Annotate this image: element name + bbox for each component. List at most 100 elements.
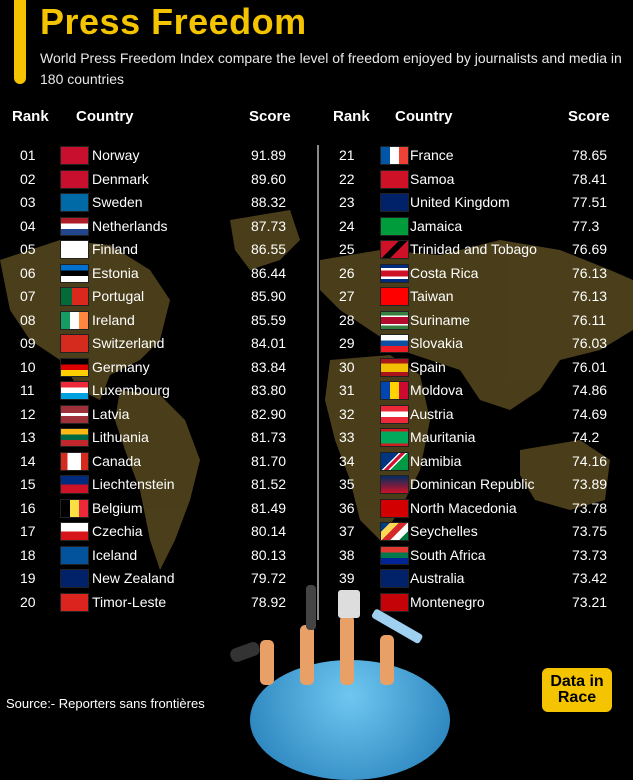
score-value: 73.21 — [572, 593, 608, 610]
score-value: 87.73 — [251, 217, 287, 234]
ireland-flag-icon — [60, 310, 89, 330]
score-value: 88.32 — [251, 194, 287, 210]
ranking-row: 34 Namibia 74.16 — [0, 449, 633, 473]
country-name: Switzerland — [92, 335, 165, 351]
united-kingdom-flag-icon — [380, 193, 409, 212]
score-value: 82.90 — [251, 405, 287, 422]
rank-value: 31 — [339, 382, 355, 398]
ranking-row: 20 Timor-Leste 78.92 — [0, 590, 633, 614]
rank-value: 12 — [20, 405, 36, 422]
header-score-right: Score — [568, 108, 610, 125]
ranking-row: 06 Estonia 86.44 — [0, 261, 633, 285]
score-value: 76.13 — [572, 288, 608, 304]
rank-value: 33 — [339, 429, 355, 445]
country-name: Samoa — [410, 170, 455, 187]
country-name: Finland — [92, 241, 138, 257]
suriname-flag-icon — [380, 310, 409, 330]
dominican-republic-flag-icon — [380, 475, 409, 494]
switzerland-flag-icon — [60, 334, 89, 353]
score-value: 74.69 — [572, 405, 608, 422]
rank-value: 36 — [339, 499, 355, 516]
rank-value: 19 — [20, 570, 36, 586]
score-value: 76.13 — [572, 264, 608, 281]
rank-value: 02 — [20, 170, 36, 187]
taiwan-flag-icon — [380, 287, 409, 306]
header-rank-right: Rank — [333, 108, 370, 125]
rank-value: 11 — [20, 382, 35, 398]
score-value: 80.13 — [251, 546, 287, 563]
netherlands-flag-icon — [60, 216, 89, 236]
montenegro-flag-icon — [380, 592, 409, 612]
ranking-row: 31 Moldova 74.86 — [0, 378, 633, 402]
ranking-row: 36 North Macedonia 73.78 — [0, 496, 633, 520]
mauritania-flag-icon — [380, 428, 409, 447]
ranking-row: 04 Netherlands 87.73 — [0, 214, 633, 238]
score-value: 86.44 — [251, 264, 287, 281]
score-value: 79.72 — [251, 570, 287, 586]
country-name: Montenegro — [410, 593, 485, 610]
header-rank-left: Rank — [12, 108, 49, 125]
rank-value: 01 — [20, 147, 36, 163]
logo-line-1: Data in — [550, 673, 604, 690]
country-name: North Macedonia — [410, 499, 517, 516]
score-value: 81.73 — [251, 429, 287, 445]
score-value: 76.11 — [572, 311, 606, 328]
country-name: Sweden — [92, 194, 143, 210]
rank-value: 04 — [20, 217, 36, 234]
accent-bar — [14, 0, 26, 84]
ranking-row: 35 Dominican Republic 73.89 — [0, 472, 633, 496]
liechtenstein-flag-icon — [60, 475, 89, 494]
rank-value: 23 — [339, 194, 355, 210]
ranking-row: 38 South Africa 73.73 — [0, 543, 633, 567]
ranking-row: 01 Norway 91.89 — [0, 143, 633, 167]
ranking-row: 25 Trinidad and Tobago 76.69 — [0, 237, 633, 261]
country-name: Suriname — [410, 311, 470, 328]
ranking-row: 39 Australia 73.42 — [0, 566, 633, 590]
ranking-row: 24 Jamaica 77.3 — [0, 214, 633, 238]
country-name: Australia — [410, 570, 465, 586]
rank-value: 28 — [339, 311, 355, 328]
ranking-row: 14 Canada 81.70 — [0, 449, 633, 473]
rank-value: 08 — [20, 311, 36, 328]
page-subtitle: World Press Freedom Index compare the le… — [40, 50, 622, 87]
ranking-row: 27 Taiwan 76.13 — [0, 284, 633, 308]
denmark-flag-icon — [60, 169, 89, 189]
ranking-row: 37 Seychelles 73.75 — [0, 519, 633, 543]
score-value: 77.3 — [572, 217, 600, 234]
score-value: 76.03 — [572, 335, 608, 351]
score-value: 73.78 — [572, 499, 608, 516]
page-title: Press Freedom — [40, 1, 307, 42]
rank-value: 20 — [20, 593, 36, 610]
australia-flag-icon — [380, 569, 409, 588]
lithuania-flag-icon — [60, 428, 89, 447]
country-name: Taiwan — [410, 288, 454, 304]
score-value: 86.55 — [251, 241, 287, 257]
ranking-row: 05 Finland 86.55 — [0, 237, 633, 261]
rank-value: 22 — [339, 170, 355, 187]
score-value: 73.73 — [572, 546, 608, 563]
rank-value: 38 — [339, 546, 355, 563]
country-name: Liechtenstein — [92, 476, 175, 492]
timor-leste-flag-icon — [60, 592, 89, 612]
country-name: Latvia — [92, 405, 130, 422]
score-value: 77.51 — [572, 194, 608, 210]
score-value: 73.89 — [572, 476, 608, 492]
ranking-row: 30 Spain 76.01 — [0, 355, 633, 379]
score-value: 84.01 — [251, 335, 287, 351]
ranking-row: 02 Denmark 89.60 — [0, 167, 633, 191]
score-value: 76.01 — [572, 358, 608, 375]
rank-value: 34 — [339, 452, 355, 469]
country-name: Luxembourg — [92, 382, 170, 398]
new-zealand-flag-icon — [60, 569, 89, 588]
ranking-row: 10 Germany 83.84 — [0, 355, 633, 379]
rank-value: 03 — [20, 194, 36, 210]
spain-flag-icon — [380, 357, 409, 377]
ranking-row: 21 France 78.65 — [0, 143, 633, 167]
country-name: Iceland — [92, 546, 138, 563]
ranking-row: Montenegro 73.21 — [0, 590, 633, 614]
header-country-left: Country — [76, 108, 134, 125]
score-value: 91.89 — [251, 147, 287, 163]
rank-value: 17 — [20, 523, 36, 539]
ranking-row: 16 Belgium 81.49 — [0, 496, 633, 520]
score-value: 89.60 — [251, 170, 287, 187]
